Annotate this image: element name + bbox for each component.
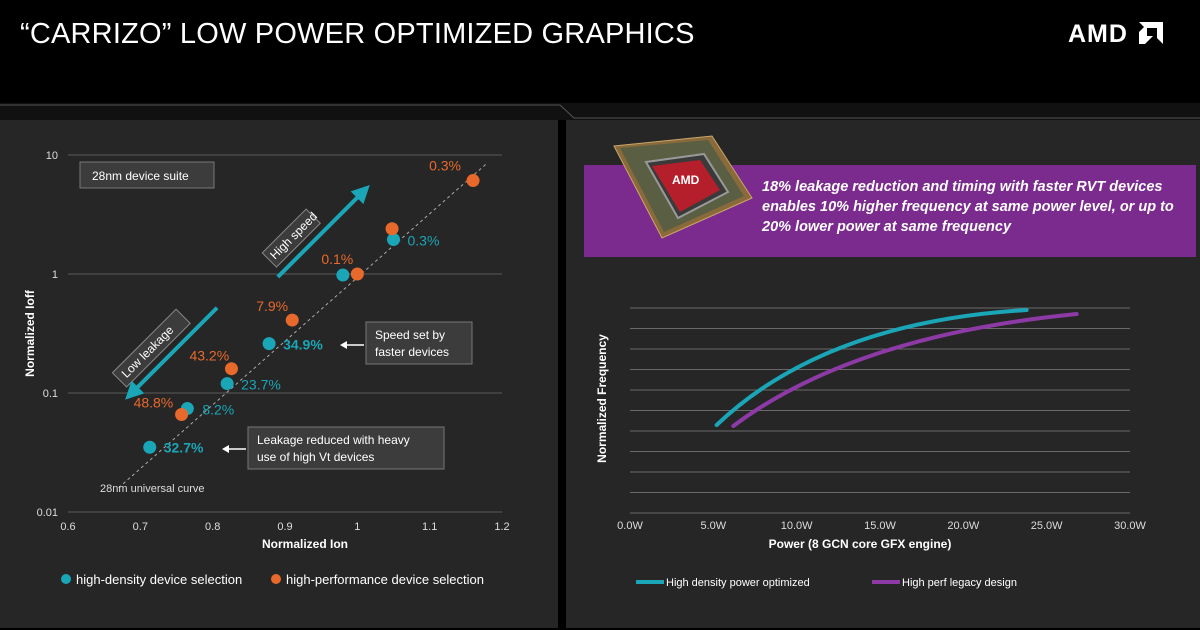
leak-note-line: use of high Vt devices xyxy=(257,450,374,464)
high-density-point-label: 34.9% xyxy=(283,337,323,353)
legend-marker-high-density xyxy=(61,574,71,584)
divider-band xyxy=(0,103,1200,120)
leak-note-arrowhead xyxy=(222,445,229,453)
high-density-point-label: 23.7% xyxy=(241,377,281,393)
legend-marker-high-performance xyxy=(271,574,281,584)
high-speed-arrow-icon xyxy=(276,185,370,279)
x-tick-label: 15.0W xyxy=(864,520,896,532)
high-density-line xyxy=(714,308,1029,427)
legend-label-high-density: high-density device selection xyxy=(76,572,242,587)
x-tick-label: 0.7 xyxy=(133,521,148,533)
x-tick-label: 10.0W xyxy=(781,520,813,532)
speed-note-line: Speed set by xyxy=(375,328,445,342)
high-speed-box xyxy=(261,208,321,268)
left-panel xyxy=(0,120,558,628)
high-performance-point xyxy=(224,362,238,376)
y-tick-label: 10 xyxy=(46,150,58,162)
leak-note-line: Leakage reduced with heavy xyxy=(257,433,410,447)
y-tick-label: 0.1 xyxy=(43,388,58,400)
high-performance-point xyxy=(350,267,364,281)
x-tick-label: 0.8 xyxy=(205,521,220,533)
x-tick-label: 25.0W xyxy=(1031,520,1063,532)
low-leakage-box xyxy=(111,308,191,388)
x-tick-label: 20.0W xyxy=(947,520,979,532)
high-density-point xyxy=(387,232,400,246)
legend-label-high-density: High density power optimized xyxy=(666,577,810,589)
legend-label-high-performance: high-performance device selection xyxy=(286,572,484,587)
high-performance-point xyxy=(466,174,480,188)
x-tick-label: 1.1 xyxy=(422,521,437,533)
suite-box xyxy=(79,161,215,189)
high-density-point xyxy=(220,377,234,391)
high-density-point-label: 32.7% xyxy=(164,439,204,455)
x-tick-label: 1.2 xyxy=(494,521,509,533)
chip-label: AMD xyxy=(672,173,700,187)
low-leakage-arrow-icon xyxy=(125,306,219,400)
suite-label: 28nm device suite xyxy=(92,169,189,183)
x-tick-label: 0.9 xyxy=(277,521,292,533)
high-density-point xyxy=(262,337,276,351)
high-performance-point-label: 0.1% xyxy=(321,251,353,267)
y-tick-label: 0.01 xyxy=(37,507,58,519)
high-density-point-label: 0.3% xyxy=(408,232,440,248)
high-performance-point-label: 43.2% xyxy=(189,348,229,364)
x-tick-label: 0.6 xyxy=(60,521,75,533)
speed-note-line: faster devices xyxy=(375,345,449,359)
leak-note-box xyxy=(247,426,445,470)
frequency-power-chart: 0.0W 5.0W 10.0W 15.0W 20.0W 25.0W 30.0W Power (… xyxy=(595,307,1147,589)
speed-note-arrowhead xyxy=(340,341,347,349)
banner-text: 18% leakage reduction and timing with fa… xyxy=(762,179,1174,235)
device-scatter-chart: 0.01 0.1 1 10 0.6 0.7 0.8 0.9 1 1.1 1.2 Normalized … xyxy=(23,150,510,587)
high-density-point xyxy=(336,268,350,282)
y-axis-label: Normalized Frequency xyxy=(595,334,609,463)
y-axis-label: Normalized Ioff xyxy=(23,289,37,377)
x-axis-label: Power (8 GCN core GFX engine) xyxy=(769,537,952,551)
high-performance-point xyxy=(285,313,299,327)
high-performance-point xyxy=(175,407,189,421)
high-speed-arrow: High speed xyxy=(261,185,370,279)
high-performance-point-label: 0.3% xyxy=(429,158,461,174)
low-leakage-label: Low leakage xyxy=(119,323,177,381)
x-tick-label: 0.0W xyxy=(617,520,643,532)
high-performance-point xyxy=(385,222,399,236)
y-tick-label: 1 xyxy=(52,269,58,281)
high-speed-label: High speed xyxy=(267,209,320,262)
logo-text: AMD xyxy=(1068,20,1128,48)
high-density-point xyxy=(143,440,157,454)
legend-label-high-perf: High perf legacy design xyxy=(902,577,1017,589)
high-perf-line xyxy=(731,312,1079,428)
chip-icon: AMD xyxy=(613,135,753,239)
curve-label: 28nm universal curve xyxy=(100,483,205,495)
header-bar: “CARRIZO” LOW POWER OPTIMIZED GRAPHICS A… xyxy=(0,0,1200,103)
x-axis-label: Normalized Ion xyxy=(262,537,348,551)
high-performance-point-label: 7.9% xyxy=(256,298,288,314)
x-tick-label: 1 xyxy=(354,521,360,533)
speed-note-box xyxy=(365,321,473,365)
page-title: “CARRIZO” LOW POWER OPTIMIZED GRAPHICS xyxy=(20,18,695,50)
amd-logo: AMD xyxy=(1068,20,1163,49)
high-density-point-label: 8.2% xyxy=(202,402,234,418)
divider-line xyxy=(0,104,1200,119)
x-tick-label: 5.0W xyxy=(700,520,726,532)
x-tick-label: 30.0W xyxy=(1114,520,1146,532)
high-performance-point-label: 48.8% xyxy=(134,394,174,410)
universal-curve xyxy=(118,162,488,489)
amd-arrow-icon xyxy=(1138,22,1163,44)
